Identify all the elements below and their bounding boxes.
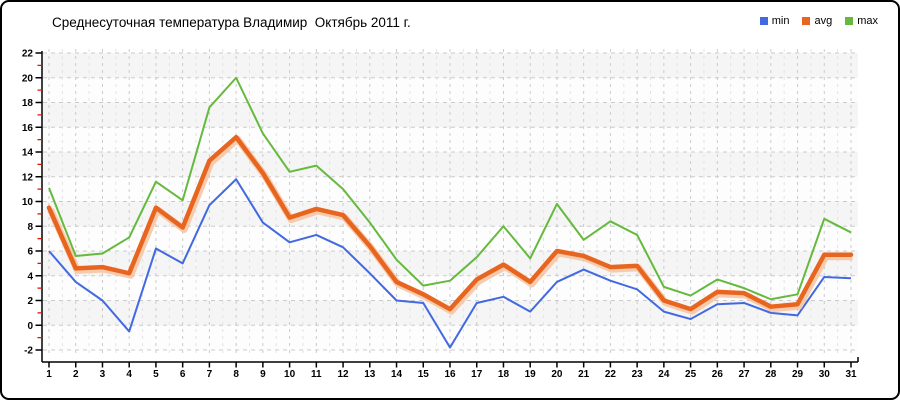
svg-text:12: 12 [338, 369, 350, 380]
chart-title: Среднесуточная температура Владимир Октя… [52, 15, 411, 30]
svg-text:18: 18 [22, 98, 34, 109]
legend-item-avg: avg [802, 15, 832, 27]
svg-text:24: 24 [658, 369, 670, 380]
chart-legend: min avg max [759, 15, 878, 27]
svg-text:19: 19 [525, 369, 537, 380]
legend-label-max: max [857, 15, 878, 27]
svg-text:25: 25 [685, 369, 697, 380]
svg-text:28: 28 [765, 369, 777, 380]
svg-text:14: 14 [22, 148, 34, 159]
svg-text:6: 6 [180, 369, 186, 380]
svg-text:1: 1 [46, 369, 52, 380]
svg-text:2: 2 [73, 369, 79, 380]
svg-text:14: 14 [391, 369, 403, 380]
svg-text:29: 29 [792, 369, 804, 380]
svg-text:15: 15 [418, 369, 430, 380]
svg-text:16: 16 [22, 123, 34, 134]
svg-text:16: 16 [444, 369, 456, 380]
max-series-swatch-icon [845, 17, 854, 25]
svg-text:22: 22 [605, 369, 617, 380]
avg-series-swatch-icon [802, 17, 811, 25]
svg-text:18: 18 [498, 369, 510, 380]
svg-text:17: 17 [471, 369, 483, 380]
svg-text:12: 12 [22, 172, 34, 183]
svg-text:31: 31 [845, 369, 857, 380]
svg-text:10: 10 [22, 197, 34, 208]
legend-label-avg: avg [814, 15, 833, 27]
svg-text:6: 6 [27, 247, 33, 258]
svg-text:11: 11 [311, 369, 322, 380]
svg-text:20: 20 [22, 73, 34, 84]
legend-item-max: max [845, 15, 878, 27]
svg-text:2: 2 [27, 296, 33, 307]
svg-text:8: 8 [27, 222, 33, 233]
svg-text:8: 8 [233, 369, 239, 380]
svg-text:26: 26 [712, 369, 724, 380]
svg-text:30: 30 [819, 369, 831, 380]
svg-text:22: 22 [22, 49, 34, 60]
svg-text:27: 27 [739, 369, 751, 380]
svg-text:4: 4 [27, 271, 33, 282]
svg-text:21: 21 [578, 369, 590, 380]
svg-text:-2: -2 [24, 346, 33, 357]
legend-label-min: min [771, 15, 790, 27]
svg-text:0: 0 [27, 321, 33, 332]
svg-text:20: 20 [551, 369, 563, 380]
svg-text:3: 3 [100, 369, 106, 380]
svg-text:7: 7 [207, 369, 213, 380]
svg-text:23: 23 [632, 369, 644, 380]
svg-text:4: 4 [126, 369, 132, 380]
legend-item-min: min [759, 15, 790, 27]
svg-text:10: 10 [284, 369, 296, 380]
svg-text:5: 5 [153, 369, 159, 380]
svg-text:13: 13 [364, 369, 376, 380]
svg-text:9: 9 [260, 369, 266, 380]
min-series-swatch-icon [759, 17, 768, 25]
